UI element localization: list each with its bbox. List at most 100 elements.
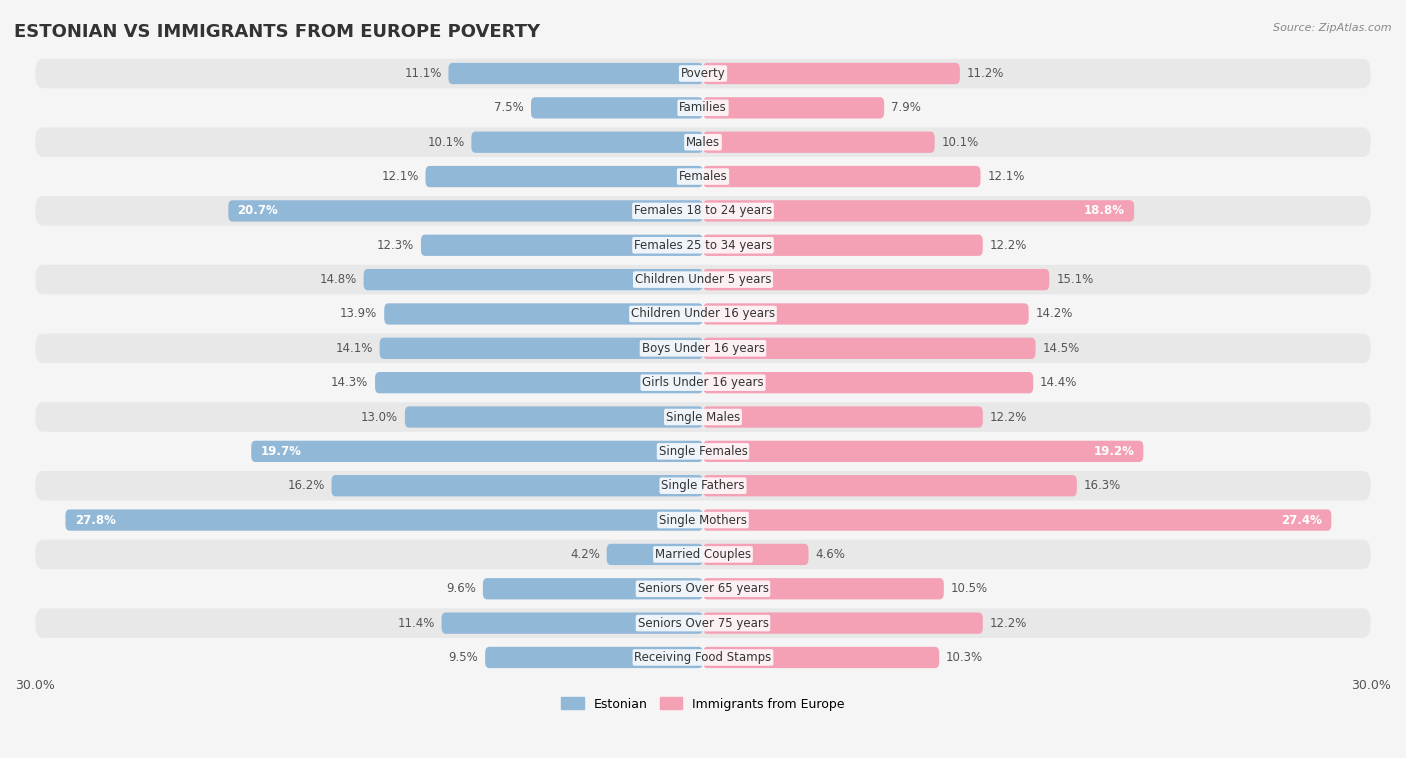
Text: 10.3%: 10.3% — [946, 651, 983, 664]
Text: 27.4%: 27.4% — [1281, 514, 1322, 527]
Text: Boys Under 16 years: Boys Under 16 years — [641, 342, 765, 355]
Text: 9.5%: 9.5% — [449, 651, 478, 664]
FancyBboxPatch shape — [35, 230, 1371, 260]
Text: Females 18 to 24 years: Females 18 to 24 years — [634, 205, 772, 218]
FancyBboxPatch shape — [384, 303, 703, 324]
FancyBboxPatch shape — [380, 337, 703, 359]
Text: 10.1%: 10.1% — [942, 136, 979, 149]
FancyBboxPatch shape — [703, 440, 1143, 462]
FancyBboxPatch shape — [35, 161, 1371, 191]
Text: 12.1%: 12.1% — [381, 170, 419, 183]
Text: Single Fathers: Single Fathers — [661, 479, 745, 492]
FancyBboxPatch shape — [703, 612, 983, 634]
Text: 4.2%: 4.2% — [569, 548, 600, 561]
FancyBboxPatch shape — [703, 578, 943, 600]
Text: Children Under 16 years: Children Under 16 years — [631, 308, 775, 321]
FancyBboxPatch shape — [35, 574, 1371, 603]
FancyBboxPatch shape — [35, 368, 1371, 397]
FancyBboxPatch shape — [449, 63, 703, 84]
Text: 11.2%: 11.2% — [967, 67, 1004, 80]
Text: 10.5%: 10.5% — [950, 582, 988, 595]
Text: Girls Under 16 years: Girls Under 16 years — [643, 376, 763, 389]
FancyBboxPatch shape — [703, 337, 1036, 359]
FancyBboxPatch shape — [35, 196, 1371, 226]
Text: Source: ZipAtlas.com: Source: ZipAtlas.com — [1274, 23, 1392, 33]
FancyBboxPatch shape — [482, 578, 703, 600]
Text: 13.0%: 13.0% — [361, 411, 398, 424]
Text: 18.8%: 18.8% — [1084, 205, 1125, 218]
Text: 14.4%: 14.4% — [1040, 376, 1077, 389]
FancyBboxPatch shape — [35, 299, 1371, 329]
Text: Males: Males — [686, 136, 720, 149]
Text: 20.7%: 20.7% — [238, 205, 278, 218]
FancyBboxPatch shape — [228, 200, 703, 221]
Text: 14.1%: 14.1% — [336, 342, 373, 355]
Text: 14.2%: 14.2% — [1036, 308, 1073, 321]
FancyBboxPatch shape — [35, 540, 1371, 569]
Text: 11.1%: 11.1% — [404, 67, 441, 80]
FancyBboxPatch shape — [35, 437, 1371, 466]
Text: 9.6%: 9.6% — [446, 582, 477, 595]
FancyBboxPatch shape — [471, 132, 703, 153]
FancyBboxPatch shape — [35, 402, 1371, 432]
Text: 16.3%: 16.3% — [1084, 479, 1121, 492]
Text: Families: Families — [679, 102, 727, 114]
FancyBboxPatch shape — [703, 132, 935, 153]
FancyBboxPatch shape — [703, 372, 1033, 393]
FancyBboxPatch shape — [703, 166, 980, 187]
FancyBboxPatch shape — [332, 475, 703, 496]
Legend: Estonian, Immigrants from Europe: Estonian, Immigrants from Europe — [555, 692, 851, 716]
FancyBboxPatch shape — [35, 471, 1371, 500]
Text: 11.4%: 11.4% — [398, 616, 434, 630]
Text: 10.1%: 10.1% — [427, 136, 464, 149]
FancyBboxPatch shape — [420, 235, 703, 256]
Text: 19.7%: 19.7% — [260, 445, 301, 458]
Text: Children Under 5 years: Children Under 5 years — [634, 273, 772, 286]
FancyBboxPatch shape — [703, 543, 808, 565]
FancyBboxPatch shape — [35, 58, 1371, 88]
FancyBboxPatch shape — [35, 265, 1371, 294]
FancyBboxPatch shape — [252, 440, 703, 462]
FancyBboxPatch shape — [703, 509, 1331, 531]
Text: 12.1%: 12.1% — [987, 170, 1025, 183]
Text: Poverty: Poverty — [681, 67, 725, 80]
FancyBboxPatch shape — [703, 475, 1077, 496]
Text: 7.5%: 7.5% — [495, 102, 524, 114]
Text: Single Mothers: Single Mothers — [659, 514, 747, 527]
FancyBboxPatch shape — [703, 269, 1049, 290]
Text: 4.6%: 4.6% — [815, 548, 845, 561]
FancyBboxPatch shape — [703, 647, 939, 668]
FancyBboxPatch shape — [35, 93, 1371, 123]
Text: 16.2%: 16.2% — [287, 479, 325, 492]
FancyBboxPatch shape — [35, 334, 1371, 363]
Text: ESTONIAN VS IMMIGRANTS FROM EUROPE POVERTY: ESTONIAN VS IMMIGRANTS FROM EUROPE POVER… — [14, 23, 540, 41]
FancyBboxPatch shape — [703, 97, 884, 118]
FancyBboxPatch shape — [35, 506, 1371, 535]
Text: 7.9%: 7.9% — [891, 102, 921, 114]
Text: 14.8%: 14.8% — [319, 273, 357, 286]
Text: 14.3%: 14.3% — [330, 376, 368, 389]
FancyBboxPatch shape — [35, 127, 1371, 157]
FancyBboxPatch shape — [426, 166, 703, 187]
Text: Seniors Over 75 years: Seniors Over 75 years — [637, 616, 769, 630]
Text: Single Males: Single Males — [666, 411, 740, 424]
Text: Females 25 to 34 years: Females 25 to 34 years — [634, 239, 772, 252]
FancyBboxPatch shape — [441, 612, 703, 634]
FancyBboxPatch shape — [66, 509, 703, 531]
FancyBboxPatch shape — [703, 235, 983, 256]
Text: 12.2%: 12.2% — [990, 239, 1026, 252]
FancyBboxPatch shape — [531, 97, 703, 118]
Text: 19.2%: 19.2% — [1094, 445, 1135, 458]
FancyBboxPatch shape — [703, 63, 960, 84]
FancyBboxPatch shape — [35, 609, 1371, 638]
Text: 13.9%: 13.9% — [340, 308, 377, 321]
Text: 12.3%: 12.3% — [377, 239, 413, 252]
FancyBboxPatch shape — [485, 647, 703, 668]
Text: Seniors Over 65 years: Seniors Over 65 years — [637, 582, 769, 595]
FancyBboxPatch shape — [405, 406, 703, 428]
FancyBboxPatch shape — [35, 643, 1371, 672]
FancyBboxPatch shape — [606, 543, 703, 565]
Text: Married Couples: Married Couples — [655, 548, 751, 561]
FancyBboxPatch shape — [364, 269, 703, 290]
FancyBboxPatch shape — [703, 200, 1135, 221]
